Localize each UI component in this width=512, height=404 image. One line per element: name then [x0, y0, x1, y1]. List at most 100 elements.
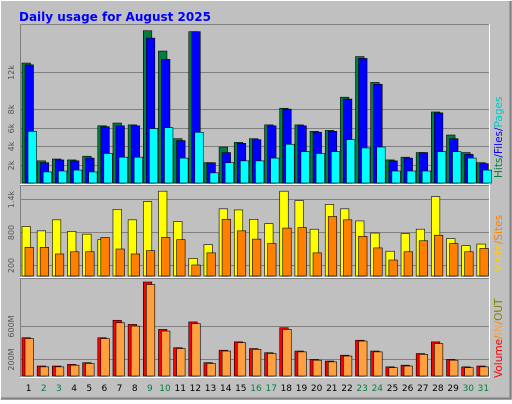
bar-pages-day-11 — [179, 157, 189, 184]
day-label: 29 — [447, 384, 459, 394]
bar-in-day-20 — [312, 359, 322, 377]
day-label: 7 — [117, 384, 123, 394]
bar-pages-day-9 — [148, 128, 159, 184]
legend-bottom-part-2: IN — [493, 324, 505, 335]
legend-middle: Visits/Sites — [493, 215, 505, 272]
bar-in-day-16 — [252, 349, 262, 377]
bar-in-day-29 — [449, 359, 459, 377]
day-label: 20 — [311, 384, 323, 394]
tick-label: 800 — [7, 225, 16, 240]
bar-sites-day-23 — [358, 236, 368, 277]
day-label: 25 — [387, 384, 398, 394]
tick-label: 600M — [7, 315, 16, 337]
bar-pages-day-23 — [361, 147, 371, 184]
bar-in-day-28 — [434, 343, 444, 377]
bar-sites-day-16 — [252, 238, 262, 277]
day-label: 8 — [132, 384, 138, 394]
bar-in-day-23 — [358, 340, 368, 377]
chart-panels: 2k 4k 6k 8k 12k 200 800 1.4k 200M 600M — [7, 24, 492, 378]
bar-sites-day-4 — [70, 251, 80, 277]
day-labels: 1 2 3 4 5 6 7 8 9 10 11 12 13 14 15 16 17 18 19 20 21 22 23 24 2… — [26, 384, 489, 394]
bar-sites-day-25 — [388, 259, 398, 277]
day-label: 21 — [326, 384, 337, 394]
bar-pages-day-8 — [133, 156, 143, 184]
bar-in-day-9 — [145, 284, 156, 377]
bar-pages-day-18 — [285, 143, 295, 184]
bar-sites-day-10 — [161, 237, 171, 277]
bar-in-day-31 — [479, 366, 489, 377]
bar-sites-day-19 — [297, 227, 307, 277]
bar-sites-day-11 — [176, 239, 186, 277]
legend-middle-part-1: / — [493, 240, 505, 244]
bar-pages-day-31 — [482, 169, 492, 184]
tick-label: 2k — [7, 160, 16, 170]
bar-sites-day-5 — [85, 251, 95, 277]
bar-in-day-5 — [85, 363, 95, 377]
bar-in-day-8 — [130, 325, 140, 377]
panel-volume: 200M 600M — [7, 278, 490, 378]
bar-in-day-17 — [267, 353, 277, 377]
day-label: 6 — [102, 384, 108, 394]
day-label: 9 — [147, 384, 153, 394]
bar-sites-day-28 — [434, 234, 444, 277]
legend-bottom-part-3: / — [493, 320, 505, 324]
bar-in-day-15 — [236, 342, 247, 377]
tick-label: 200M — [7, 348, 16, 370]
day-label: 28 — [432, 384, 444, 394]
bar-pages-day-15 — [239, 160, 250, 184]
day-label: 14 — [220, 384, 232, 394]
bar-in-day-21 — [327, 361, 338, 377]
bar-pages-day-5 — [88, 171, 98, 184]
tick-label: 1.4k — [7, 190, 16, 208]
bar-sites-day-9 — [145, 250, 156, 277]
chart-title: Daily usage for August 2025 — [19, 10, 211, 24]
bar-sites-day-21 — [327, 216, 338, 277]
bar-pages-day-4 — [73, 169, 83, 184]
legend-top-part-1: / — [493, 154, 505, 158]
legend-top: Hits/Files/Pages — [493, 97, 505, 178]
bar-pages-day-21 — [330, 151, 341, 184]
bar-sites-day-31 — [479, 248, 489, 277]
legend-bottom-part-4: OUT — [493, 298, 505, 321]
bar-pages-day-10 — [164, 127, 174, 184]
bar-sites-day-20 — [312, 252, 322, 277]
day-label: 2 — [41, 384, 47, 394]
bar-pages-day-19 — [300, 151, 310, 184]
bar-pages-day-28 — [437, 151, 447, 184]
bar-in-day-11 — [176, 348, 186, 377]
tick-label: 8k — [7, 104, 16, 114]
bar-pages-day-20 — [315, 153, 325, 184]
panel-hits-files-pages: 2k 4k 6k 8k 12k — [7, 24, 492, 185]
bar-pages-day-16 — [255, 160, 265, 184]
bar-in-day-22 — [343, 355, 353, 377]
bar-sites-day-27 — [418, 240, 428, 277]
bar-sites-day-6 — [100, 237, 110, 277]
bar-sites-day-30 — [464, 251, 474, 277]
day-label: 18 — [281, 384, 293, 394]
bar-in-day-27 — [418, 354, 428, 377]
bar-pages-day-2 — [42, 171, 52, 184]
bar-pages-day-7 — [118, 156, 128, 184]
bar-sites-day-26 — [403, 251, 413, 277]
day-label: 27 — [417, 384, 428, 394]
bar-sites-day-2 — [39, 247, 49, 277]
day-label: 5 — [86, 384, 92, 394]
bar-in-day-4 — [70, 364, 80, 377]
bar-sites-day-7 — [115, 248, 125, 277]
day-label: 30 — [463, 384, 475, 394]
bar-in-day-25 — [388, 367, 398, 377]
tick-label: 200 — [7, 258, 16, 273]
bar-sites-day-15 — [236, 230, 247, 277]
bar-sites-day-13 — [206, 252, 216, 277]
day-label: 17 — [265, 384, 276, 394]
day-label: 1 — [26, 384, 32, 394]
bar-pages-day-13 — [209, 172, 219, 184]
bar-in-day-1 — [24, 338, 34, 377]
legend-top-part-4: Pages — [493, 97, 505, 128]
day-label: 12 — [190, 384, 201, 394]
bar-in-day-10 — [161, 330, 171, 377]
legend-middle-part-0: Visits — [493, 244, 505, 272]
bar-in-day-12 — [191, 323, 201, 377]
chart-legends: Hits/Files/PagesVisits/SitesVolume/IN/OU… — [493, 97, 505, 378]
day-label: 31 — [478, 384, 489, 394]
